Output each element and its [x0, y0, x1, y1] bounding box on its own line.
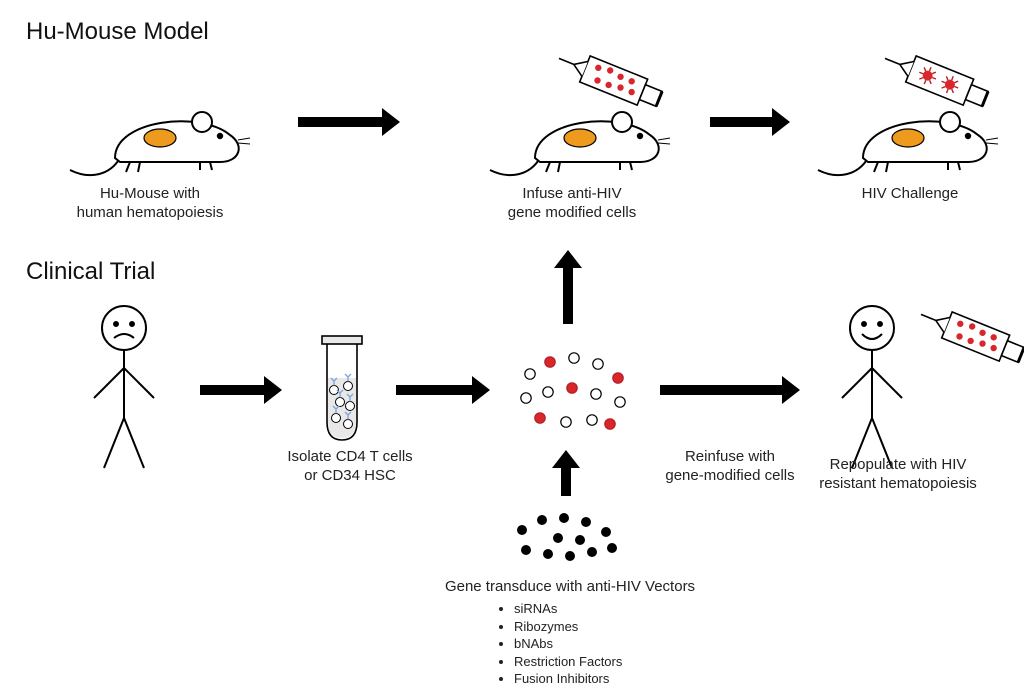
- label-transduce: Gene transduce with anti-HIV Vectors: [430, 578, 710, 597]
- vector-type-item: siRNAs: [514, 600, 622, 618]
- vector-cloud-icon: [508, 510, 628, 570]
- a-cells-happy: [640, 370, 820, 410]
- label-mouse-2: Infuse anti-HIV gene modified cells: [472, 185, 672, 223]
- a-m1-m2: [278, 102, 420, 142]
- cell-cloud-icon: [510, 344, 640, 444]
- a-vectors-up: [546, 430, 586, 516]
- patient-icon-pre: [64, 298, 194, 498]
- vector-type-item: Fusion Inhibitors: [514, 670, 622, 688]
- syringe-icon-infuse: [552, 22, 672, 142]
- label-isolate: Isolate CD4 T cells or CD34 HSC: [250, 448, 450, 486]
- syringe-icon-hiv: [878, 22, 998, 142]
- a-cells-up: [548, 230, 588, 344]
- vector-type-item: Restriction Factors: [514, 653, 622, 671]
- mouse-icon-1: [60, 80, 260, 190]
- heading-hu-mouse: Hu-Mouse Model: [26, 18, 209, 46]
- label-mouse-3: HIV Challenge: [820, 185, 1000, 204]
- vector-type-item: Ribozymes: [514, 618, 622, 636]
- vector-type-list: siRNAsRibozymesbNAbsRestriction FactorsF…: [500, 600, 622, 688]
- vector-type-item: bNAbs: [514, 635, 622, 653]
- label-repopulate: Repopulate with HIV resistant hematopoie…: [788, 456, 1008, 494]
- label-mouse-1: Hu-Mouse with human hematopoiesis: [30, 185, 270, 223]
- heading-clinical-trial: Clinical Trial: [26, 258, 155, 286]
- a-m2-m3: [690, 102, 810, 142]
- a-tube-cells: [376, 370, 510, 410]
- a-p-tube: [180, 370, 302, 410]
